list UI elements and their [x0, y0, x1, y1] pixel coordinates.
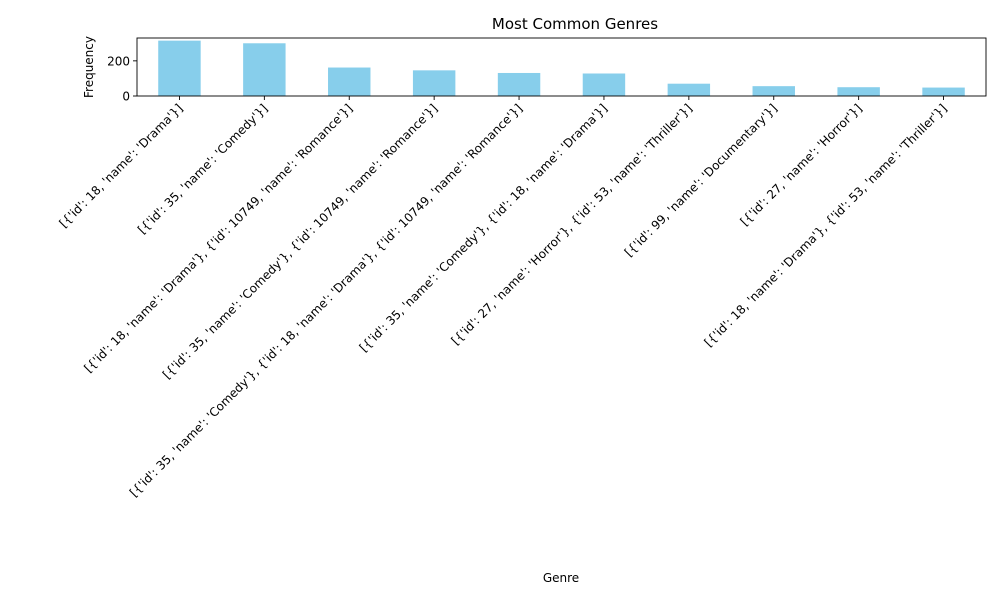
chart-title: Most Common Genres	[492, 15, 658, 33]
bar	[837, 87, 880, 96]
x-axis-ticks: [{'id': 18, 'name': 'Drama'}][{'id': 35,…	[56, 96, 950, 500]
x-tick-label: [{'id': 35, 'name': 'Comedy'}, {'id': 10…	[160, 101, 440, 381]
bar	[158, 40, 201, 96]
bar	[582, 73, 626, 96]
x-tick-label: [{'id': 35, 'name': 'Comedy'}, {'id': 18…	[127, 101, 525, 499]
bar	[497, 72, 541, 96]
bar	[328, 67, 371, 96]
y-axis-ticks: 0 200	[107, 54, 137, 104]
y-tick-label: 200	[107, 54, 130, 68]
bar	[412, 70, 456, 96]
y-axis-label: Frequency	[82, 36, 96, 98]
bar	[922, 87, 965, 96]
x-axis-label: Genre	[543, 571, 579, 585]
plot-frame	[136, 37, 987, 97]
bar	[752, 86, 795, 96]
bar	[243, 43, 286, 96]
x-tick-label: [{'id': 99, 'name': 'Documentary'}]	[622, 101, 780, 259]
y-tick-label: 0	[122, 90, 130, 104]
bars-layer	[158, 40, 965, 96]
bar	[667, 83, 711, 96]
